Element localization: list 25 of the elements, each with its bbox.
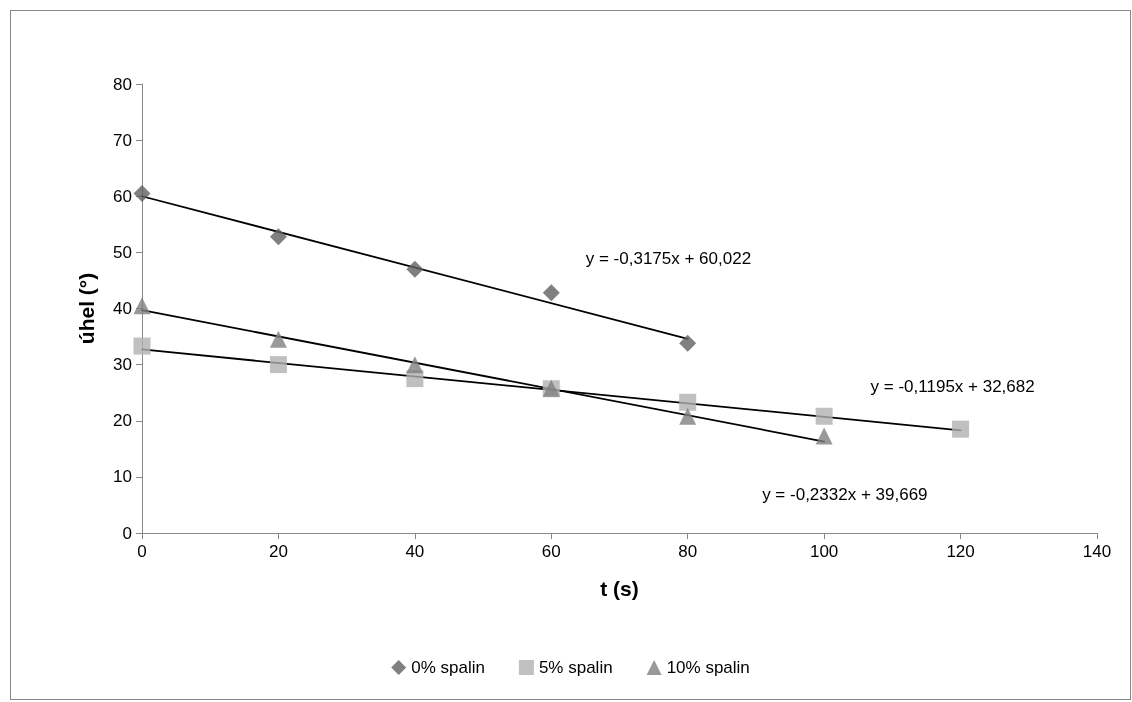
x-tick-label: 60 xyxy=(541,542,561,561)
annotation: y = -0,2332x + 39,669 xyxy=(762,484,928,504)
y-tick-label: 40 xyxy=(113,299,132,318)
y-axis-title: úhel (°) xyxy=(75,272,98,345)
x-tick-label: 0 xyxy=(137,542,147,561)
x-tick-label: 120 xyxy=(946,542,975,561)
annotation: y = -0,1195x + 32,682 xyxy=(870,377,1035,397)
y-tick-label: 70 xyxy=(113,130,132,150)
y-tick-label: 0 xyxy=(122,523,132,543)
legend-label: 0% spalin xyxy=(411,658,485,677)
x-tick-label: 100 xyxy=(809,542,839,561)
x-tick-label: 140 xyxy=(1082,542,1112,561)
legend-label: 10% spalin xyxy=(666,658,750,677)
x-tick-label: 40 xyxy=(405,542,425,561)
x-tick-label: 20 xyxy=(268,542,288,561)
annotation: y = -0,3175x + 60,022 xyxy=(585,248,752,268)
x-axis-title: t (s) xyxy=(600,577,639,600)
y-tick-label: 30 xyxy=(113,355,132,375)
legend-label: 5% spalin xyxy=(538,658,613,677)
y-tick-label: 10 xyxy=(113,467,132,487)
y-tick-label: 20 xyxy=(113,411,132,431)
y-tick-label: 80 xyxy=(113,74,132,94)
x-tick-label: 80 xyxy=(678,542,698,561)
y-tick-label: 60 xyxy=(113,186,132,206)
y-tick-label: 50 xyxy=(113,242,132,262)
